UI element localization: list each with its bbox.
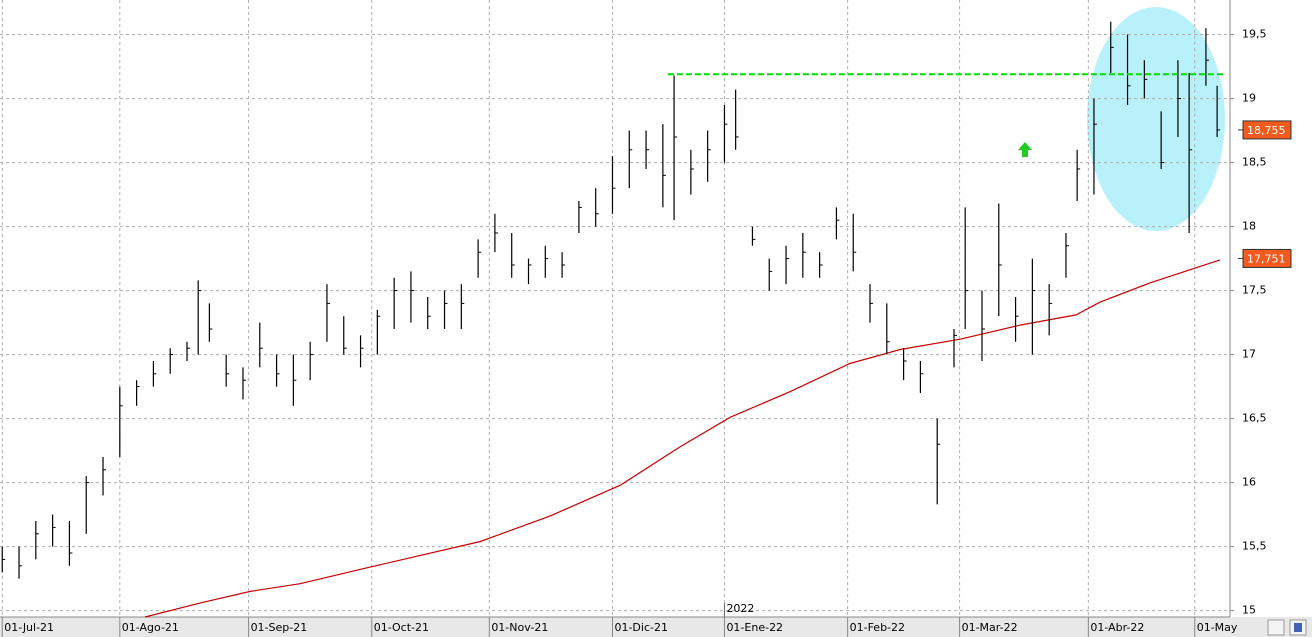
x-tick-label: 01-Ene-22	[726, 621, 783, 634]
price-tag	[1242, 248, 1292, 268]
y-tick-label: 16,5	[1242, 412, 1267, 425]
y-tick-label: 16	[1242, 476, 1256, 489]
y-tick-label: 19,5	[1242, 28, 1267, 41]
x-axis-strip	[0, 617, 1312, 637]
x-tick-label: 01-Dic-21	[614, 621, 668, 634]
up-arrow	[1018, 142, 1032, 157]
y-tick-label: 15,5	[1242, 540, 1267, 553]
tool-button[interactable]	[1267, 619, 1285, 636]
x-tick-label: 01-Mar-22	[962, 621, 1018, 634]
price-tag	[1242, 120, 1292, 140]
highlight-ellipse	[1087, 7, 1225, 231]
y-tick-label: 17	[1242, 348, 1256, 361]
x-tick-label: 01-Ago-21	[122, 621, 179, 634]
x-tick-label: 01-Jul-21	[4, 621, 54, 634]
price-tag-label: 17,751	[1247, 252, 1286, 265]
save-icon	[1294, 623, 1302, 632]
year-label: 2022	[726, 602, 754, 615]
x-tick-label: 01-Sep-21	[251, 621, 308, 634]
y-tick-label: 18,5	[1242, 156, 1267, 169]
x-tick-label: 01-Feb-22	[850, 621, 905, 634]
moving-average	[144, 259, 1221, 618]
y-tick-label: 15	[1242, 604, 1256, 617]
y-tick-label: 18	[1242, 220, 1256, 233]
x-tick-label: 01-Oct-21	[374, 621, 429, 634]
x-tick-label: 01-May	[1197, 621, 1238, 634]
y-tick-label: 17,5	[1242, 284, 1267, 297]
marks-layer	[1, 21, 1225, 618]
y-tick-label: 19	[1242, 92, 1256, 105]
price-tag-label: 18,755	[1247, 124, 1286, 137]
grid-layer	[0, 0, 1230, 617]
x-tick-label: 01-Abr-22	[1090, 621, 1144, 634]
x-tick-label: 01-Nov-21	[491, 621, 548, 634]
